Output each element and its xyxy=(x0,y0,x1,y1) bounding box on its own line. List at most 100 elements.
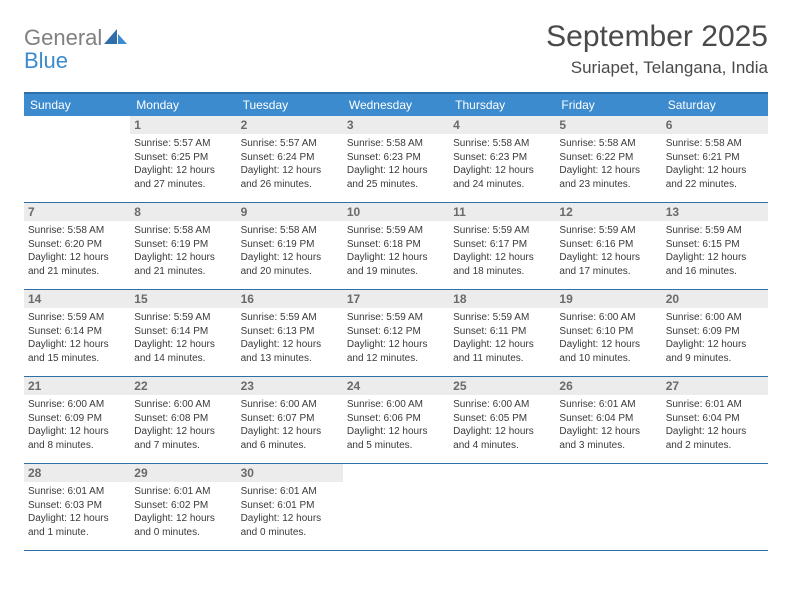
sunrise-text: Sunrise: 6:00 AM xyxy=(241,398,339,412)
daylight-text-1: Daylight: 12 hours xyxy=(347,425,445,439)
day-cell: 30Sunrise: 6:01 AMSunset: 6:01 PMDayligh… xyxy=(237,464,343,550)
sunrise-text: Sunrise: 6:00 AM xyxy=(453,398,551,412)
sunset-text: Sunset: 6:07 PM xyxy=(241,412,339,426)
daylight-text-1: Daylight: 12 hours xyxy=(241,425,339,439)
daylight-text-2: and 27 minutes. xyxy=(134,178,232,192)
daylight-text-1: Daylight: 12 hours xyxy=(241,338,339,352)
daylight-text-1: Daylight: 12 hours xyxy=(559,251,657,265)
day-body: Sunrise: 5:57 AMSunset: 6:25 PMDaylight:… xyxy=(130,134,236,195)
sunset-text: Sunset: 6:04 PM xyxy=(666,412,764,426)
sunset-text: Sunset: 6:19 PM xyxy=(241,238,339,252)
day-number xyxy=(449,464,555,482)
sunset-text: Sunset: 6:22 PM xyxy=(559,151,657,165)
day-body: Sunrise: 5:59 AMSunset: 6:11 PMDaylight:… xyxy=(449,308,555,369)
day-number: 12 xyxy=(555,203,661,221)
daylight-text-1: Daylight: 12 hours xyxy=(241,251,339,265)
sunset-text: Sunset: 6:09 PM xyxy=(666,325,764,339)
sunset-text: Sunset: 6:10 PM xyxy=(559,325,657,339)
day-cell xyxy=(24,116,130,202)
day-cell: 15Sunrise: 5:59 AMSunset: 6:14 PMDayligh… xyxy=(130,290,236,376)
day-number: 26 xyxy=(555,377,661,395)
daylight-text-1: Daylight: 12 hours xyxy=(347,164,445,178)
sunrise-text: Sunrise: 5:58 AM xyxy=(134,224,232,238)
day-cell: 6Sunrise: 5:58 AMSunset: 6:21 PMDaylight… xyxy=(662,116,768,202)
sunrise-text: Sunrise: 6:01 AM xyxy=(559,398,657,412)
day-number xyxy=(343,464,449,482)
daylight-text-2: and 24 minutes. xyxy=(453,178,551,192)
sunrise-text: Sunrise: 5:59 AM xyxy=(453,311,551,325)
day-number: 3 xyxy=(343,116,449,134)
day-cell: 17Sunrise: 5:59 AMSunset: 6:12 PMDayligh… xyxy=(343,290,449,376)
sunset-text: Sunset: 6:05 PM xyxy=(453,412,551,426)
day-cell: 14Sunrise: 5:59 AMSunset: 6:14 PMDayligh… xyxy=(24,290,130,376)
daylight-text-1: Daylight: 12 hours xyxy=(666,425,764,439)
day-cell xyxy=(449,464,555,550)
daylight-text-1: Daylight: 12 hours xyxy=(134,251,232,265)
day-cell: 28Sunrise: 6:01 AMSunset: 6:03 PMDayligh… xyxy=(24,464,130,550)
location-text: Suriapet, Telangana, India xyxy=(546,58,768,78)
daylight-text-2: and 22 minutes. xyxy=(666,178,764,192)
day-number: 20 xyxy=(662,290,768,308)
day-body: Sunrise: 5:58 AMSunset: 6:23 PMDaylight:… xyxy=(343,134,449,195)
daylight-text-2: and 12 minutes. xyxy=(347,352,445,366)
sunset-text: Sunset: 6:14 PM xyxy=(28,325,126,339)
sunset-text: Sunset: 6:11 PM xyxy=(453,325,551,339)
day-cell: 3Sunrise: 5:58 AMSunset: 6:23 PMDaylight… xyxy=(343,116,449,202)
daylight-text-1: Daylight: 12 hours xyxy=(28,251,126,265)
day-number: 28 xyxy=(24,464,130,482)
sunrise-text: Sunrise: 5:59 AM xyxy=(347,224,445,238)
day-number: 15 xyxy=(130,290,236,308)
day-body: Sunrise: 5:59 AMSunset: 6:12 PMDaylight:… xyxy=(343,308,449,369)
daylight-text-2: and 7 minutes. xyxy=(134,439,232,453)
day-body: Sunrise: 5:57 AMSunset: 6:24 PMDaylight:… xyxy=(237,134,343,195)
daylight-text-2: and 16 minutes. xyxy=(666,265,764,279)
sunrise-text: Sunrise: 5:57 AM xyxy=(134,137,232,151)
day-body: Sunrise: 6:00 AMSunset: 6:07 PMDaylight:… xyxy=(237,395,343,456)
sunset-text: Sunset: 6:09 PM xyxy=(28,412,126,426)
day-body: Sunrise: 5:58 AMSunset: 6:22 PMDaylight:… xyxy=(555,134,661,195)
day-number: 18 xyxy=(449,290,555,308)
daylight-text-2: and 5 minutes. xyxy=(347,439,445,453)
sunset-text: Sunset: 6:13 PM xyxy=(241,325,339,339)
calendar: Sunday Monday Tuesday Wednesday Thursday… xyxy=(24,92,768,551)
day-cell: 27Sunrise: 6:01 AMSunset: 6:04 PMDayligh… xyxy=(662,377,768,463)
day-number: 27 xyxy=(662,377,768,395)
day-cell xyxy=(555,464,661,550)
daylight-text-2: and 9 minutes. xyxy=(666,352,764,366)
day-body: Sunrise: 5:59 AMSunset: 6:14 PMDaylight:… xyxy=(130,308,236,369)
daylight-text-1: Daylight: 12 hours xyxy=(453,425,551,439)
day-body: Sunrise: 6:00 AMSunset: 6:05 PMDaylight:… xyxy=(449,395,555,456)
sunset-text: Sunset: 6:16 PM xyxy=(559,238,657,252)
daylight-text-1: Daylight: 12 hours xyxy=(28,425,126,439)
day-body: Sunrise: 5:59 AMSunset: 6:15 PMDaylight:… xyxy=(662,221,768,282)
sunrise-text: Sunrise: 5:59 AM xyxy=(28,311,126,325)
sunrise-text: Sunrise: 5:59 AM xyxy=(241,311,339,325)
day-number: 5 xyxy=(555,116,661,134)
sunset-text: Sunset: 6:04 PM xyxy=(559,412,657,426)
day-number: 8 xyxy=(130,203,236,221)
day-number: 17 xyxy=(343,290,449,308)
day-body: Sunrise: 5:59 AMSunset: 6:13 PMDaylight:… xyxy=(237,308,343,369)
day-cell: 29Sunrise: 6:01 AMSunset: 6:02 PMDayligh… xyxy=(130,464,236,550)
daylight-text-1: Daylight: 12 hours xyxy=(134,338,232,352)
day-body: Sunrise: 5:59 AMSunset: 6:16 PMDaylight:… xyxy=(555,221,661,282)
day-body: Sunrise: 5:59 AMSunset: 6:18 PMDaylight:… xyxy=(343,221,449,282)
day-cell: 11Sunrise: 5:59 AMSunset: 6:17 PMDayligh… xyxy=(449,203,555,289)
daylight-text-2: and 21 minutes. xyxy=(28,265,126,279)
day-number: 7 xyxy=(24,203,130,221)
daylight-text-2: and 17 minutes. xyxy=(559,265,657,279)
daylight-text-2: and 4 minutes. xyxy=(453,439,551,453)
day-body: Sunrise: 6:00 AMSunset: 6:10 PMDaylight:… xyxy=(555,308,661,369)
day-cell: 5Sunrise: 5:58 AMSunset: 6:22 PMDaylight… xyxy=(555,116,661,202)
weekday-header-row: Sunday Monday Tuesday Wednesday Thursday… xyxy=(24,94,768,116)
day-body: Sunrise: 5:59 AMSunset: 6:14 PMDaylight:… xyxy=(24,308,130,369)
sunset-text: Sunset: 6:14 PM xyxy=(134,325,232,339)
sunrise-text: Sunrise: 5:59 AM xyxy=(666,224,764,238)
daylight-text-1: Daylight: 12 hours xyxy=(666,338,764,352)
day-cell xyxy=(343,464,449,550)
sunrise-text: Sunrise: 6:01 AM xyxy=(241,485,339,499)
daylight-text-1: Daylight: 12 hours xyxy=(559,425,657,439)
day-number: 14 xyxy=(24,290,130,308)
sunrise-text: Sunrise: 5:57 AM xyxy=(241,137,339,151)
day-cell: 9Sunrise: 5:58 AMSunset: 6:19 PMDaylight… xyxy=(237,203,343,289)
